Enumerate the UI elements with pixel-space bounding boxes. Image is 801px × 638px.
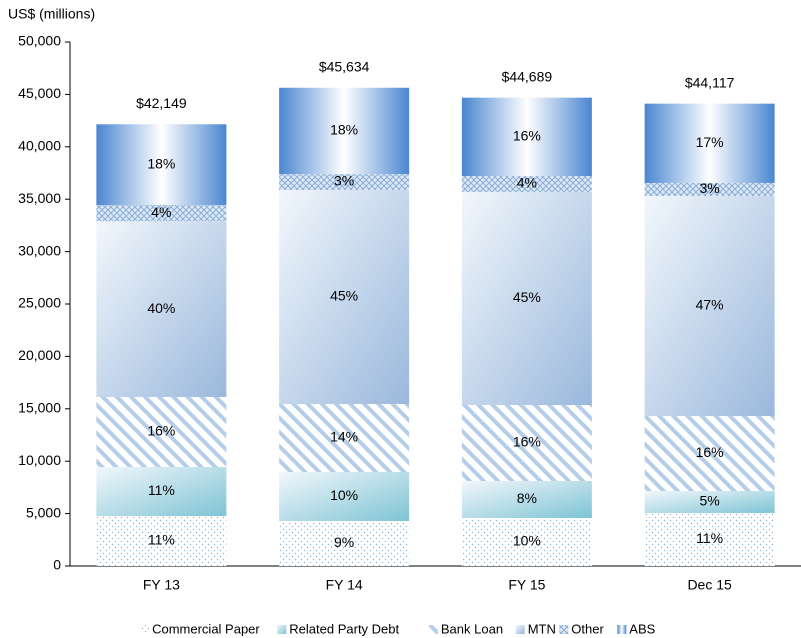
segment-label: 11% — [148, 532, 175, 548]
bar-segment — [461, 405, 592, 482]
segment-label: 4% — [517, 175, 537, 191]
segment-label: 11% — [696, 530, 723, 546]
bar-segment — [279, 87, 410, 175]
bar-segment — [461, 518, 592, 566]
y-tick-label: 30,000 — [18, 242, 61, 258]
bar-segment — [644, 103, 775, 183]
y-tick-label: 40,000 — [18, 138, 61, 154]
x-tick-label: Dec 15 — [687, 577, 732, 593]
x-tick-label: FY 13 — [143, 577, 180, 593]
segment-label: 17% — [696, 134, 724, 150]
total-label: $44,689 — [502, 68, 553, 84]
bar-segment — [644, 182, 775, 196]
y-tick-label: 10,000 — [18, 452, 61, 468]
y-axis-label: US$ (millions) — [8, 6, 95, 22]
y-tick-label: 50,000 — [18, 33, 61, 49]
segment-label: 16% — [696, 444, 724, 460]
y-tick-label: 35,000 — [18, 190, 61, 206]
bar-segment — [96, 466, 227, 517]
segment-label: 3% — [334, 173, 354, 189]
bar-segment — [461, 191, 592, 406]
x-tick-label: FY 14 — [326, 577, 363, 593]
segment-label: 4% — [151, 204, 171, 220]
bar-segment — [279, 471, 410, 522]
legend-label: MTN — [528, 621, 556, 636]
bar-segment — [461, 481, 592, 519]
segment-label: 3% — [700, 180, 720, 196]
legend-swatch — [428, 625, 438, 634]
segment-label: 45% — [513, 289, 541, 305]
y-tick-label: 20,000 — [18, 347, 61, 363]
legend-swatch — [140, 625, 150, 634]
segment-label: 16% — [513, 434, 541, 450]
segment-label: 11% — [148, 482, 175, 498]
bar-segment — [461, 97, 592, 177]
bar-segment — [96, 204, 227, 222]
y-tick-label: 5,000 — [26, 504, 61, 520]
segment-label: 18% — [330, 122, 358, 138]
bar-segment — [644, 490, 775, 513]
legend-label: ABS — [629, 621, 655, 636]
bar-segment — [279, 521, 410, 566]
legend-label: Related Party Debt — [289, 621, 399, 636]
segment-label: 14% — [330, 429, 358, 445]
total-label: $45,634 — [319, 58, 370, 74]
segment-label: 10% — [513, 533, 541, 549]
legend-swatch — [617, 625, 627, 634]
legend-swatch — [277, 625, 287, 634]
bar-segment — [644, 512, 775, 566]
segment-label: 5% — [700, 493, 720, 509]
segment-label: 40% — [147, 300, 175, 316]
bar-segment — [279, 403, 410, 472]
y-tick-label: 0 — [53, 557, 61, 573]
legend-swatch — [515, 625, 525, 634]
total-label: $44,117 — [685, 74, 735, 90]
bar-segment — [279, 174, 410, 190]
segment-label: 18% — [147, 155, 175, 171]
x-tick-label: FY 15 — [508, 577, 545, 593]
total-label: $42,149 — [136, 95, 187, 111]
legend-swatch — [559, 625, 569, 634]
segment-label: 10% — [330, 487, 358, 503]
legend-label: Bank Loan — [441, 621, 503, 636]
legend-label: Commercial Paper — [152, 621, 260, 636]
bar-segment — [279, 189, 410, 404]
y-tick-label: 25,000 — [18, 295, 61, 311]
bar-segment — [461, 176, 592, 192]
bar-segment — [644, 195, 775, 417]
bar-segment — [96, 221, 227, 397]
segment-label: 8% — [517, 490, 537, 506]
bar-segment — [644, 416, 775, 491]
segment-label: 9% — [334, 534, 354, 550]
segment-label: 47% — [696, 297, 724, 313]
y-tick-label: 45,000 — [18, 85, 61, 101]
segment-label: 16% — [513, 128, 541, 144]
bar-segment — [96, 516, 227, 566]
y-tick-label: 15,000 — [18, 400, 61, 416]
bar-segment — [96, 396, 227, 467]
segment-label: 16% — [147, 423, 175, 439]
legend-label: Other — [571, 621, 604, 636]
bar-segment — [96, 124, 227, 205]
segment-label: 45% — [330, 288, 358, 304]
